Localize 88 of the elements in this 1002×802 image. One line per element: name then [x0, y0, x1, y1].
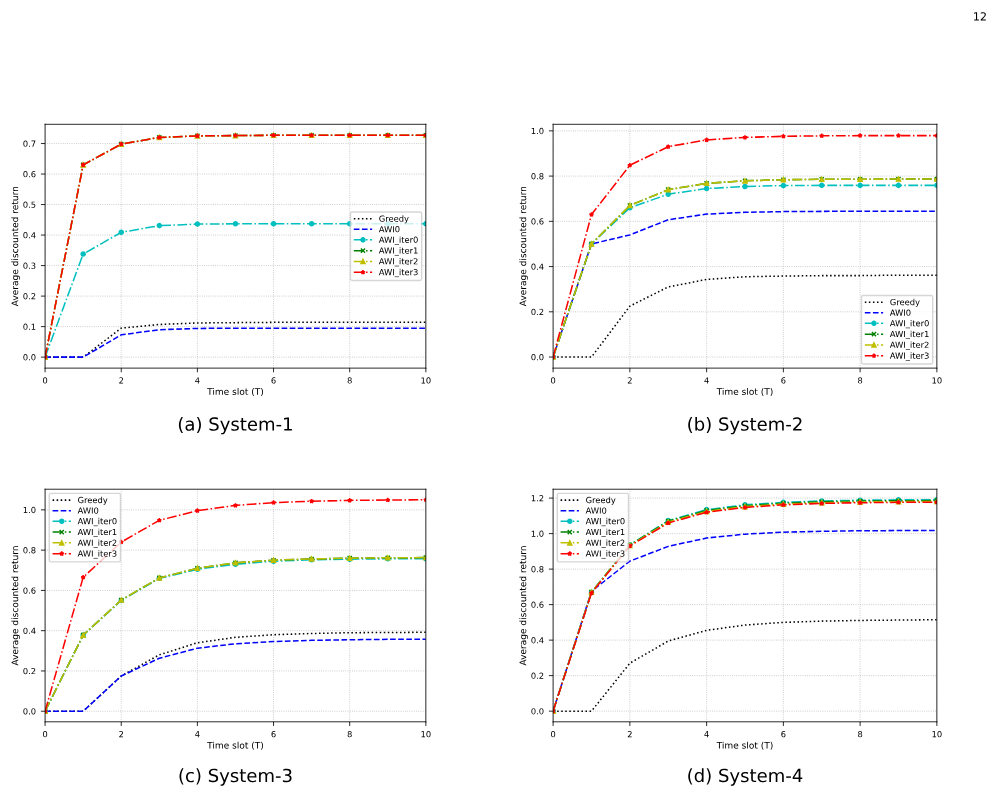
x-tick-label: 10 [421, 377, 431, 384]
y-tick-label: 0.8 [531, 173, 544, 180]
y-tick-label: 0.4 [23, 232, 36, 239]
x-tick-label: 10 [932, 730, 942, 738]
y-tick-label: 0.4 [531, 263, 544, 270]
y-tick-label: 0.6 [23, 171, 36, 178]
x-axis-title: Time slot (T) [207, 741, 264, 750]
x-tick-label: 4 [195, 377, 200, 384]
y-tick-label: 0.0 [531, 354, 544, 361]
y-tick-label: 0.7 [23, 140, 36, 147]
legend-label: AWI_iter1 [378, 247, 418, 256]
x-tick-label: 0 [42, 377, 48, 384]
legend-label: AWI_iter0 [889, 319, 929, 329]
legend-label: AWI_iter0 [77, 517, 117, 527]
text: (c) System-3 [179, 768, 292, 786]
x-tick-label: 10 [421, 730, 431, 738]
x-tick-label: 6 [781, 377, 786, 384]
legend-label: AWI_iter3 [889, 352, 929, 361]
y-tick-label: 0.5 [23, 201, 36, 208]
x-tick-label: 0 [42, 730, 48, 738]
y-tick-label: 1.0 [531, 127, 544, 135]
text: (a) System-1 [178, 416, 292, 435]
y-tick-label: 0.0 [531, 708, 544, 715]
x-tick-label: 4 [704, 731, 709, 738]
x-tick-label: 2 [119, 730, 124, 738]
legend-label: AWI_iter1 [585, 528, 625, 537]
y-tick-label: 0.2 [23, 667, 36, 675]
x-tick-label: 8 [347, 377, 352, 384]
legend-label: AWI_iter3 [77, 550, 117, 559]
y-tick-label: 0.6 [23, 587, 36, 594]
legend-label: AWI_iter1 [889, 330, 929, 340]
legend-label: AWI_iter1 [77, 528, 117, 537]
x-tick-label: 2 [627, 377, 632, 384]
legend-label: AWI_iter0 [585, 517, 625, 527]
legend-label: Greedy [586, 496, 616, 505]
x-tick-label: 4 [195, 731, 200, 738]
legend-label: Greedy [78, 496, 108, 505]
legend-label: AWI_iter0 [378, 236, 418, 245]
y-tick-label: 0.0 [23, 354, 36, 361]
x-tick-label: 2 [627, 730, 632, 738]
text: (d) System-4 [688, 768, 803, 786]
legend-label: AWI_iter2 [585, 539, 625, 548]
y-tick-label: 0.2 [23, 293, 36, 300]
y-tick-label: 0.1 [23, 323, 36, 330]
x-axis-title: Time slot (T) [207, 387, 264, 397]
y-tick-label: 1.2 [531, 495, 544, 502]
y-tick-label: 1.0 [23, 506, 36, 514]
legend-label: AWI_iter2 [889, 341, 929, 350]
legend-label: AWI0 [889, 309, 911, 316]
y-tick-label: 0.3 [23, 262, 36, 269]
y-tick-label: 0.6 [531, 218, 544, 225]
y-axis-title: Average discounted return [11, 186, 21, 307]
y-tick-label: 0.2 [531, 308, 544, 316]
text: 12 [974, 12, 986, 21]
x-tick-label: 0 [551, 730, 556, 738]
x-axis-title: Time slot (T) [716, 741, 773, 750]
legend-label: AWI_iter3 [585, 550, 625, 559]
y-tick-label: 0.2 [531, 672, 544, 679]
y-axis-title: Average discounted return [519, 546, 529, 666]
text: (b) System-2 [688, 416, 802, 435]
x-tick-label: 4 [704, 377, 709, 384]
x-tick-label: 8 [858, 377, 863, 384]
y-axis-title: Average discounted return [519, 186, 529, 307]
legend-label: Greedy [379, 215, 409, 224]
x-tick-label: 6 [271, 377, 276, 384]
legend-label: AWI0 [585, 507, 607, 514]
y-axis-title: Average discounted return [11, 546, 21, 666]
legend-label: AWI_iter2 [378, 258, 418, 267]
x-tick-label: 8 [858, 730, 863, 738]
y-tick-label: 1.0 [531, 530, 544, 537]
x-axis-title: Time slot (T) [716, 387, 773, 397]
x-tick-label: 2 [119, 377, 124, 384]
y-tick-label: 0.4 [531, 637, 544, 644]
legend-label: Greedy [890, 298, 920, 307]
x-tick-label: 0 [551, 377, 556, 384]
y-tick-label: 0.4 [23, 627, 36, 634]
y-tick-label: 0.8 [23, 547, 36, 554]
legend-label: AWI0 [77, 507, 99, 514]
y-tick-label: 0.0 [23, 708, 36, 715]
x-tick-label: 8 [347, 730, 352, 738]
x-tick-label: 10 [932, 377, 942, 384]
x-tick-label: 6 [271, 730, 276, 738]
y-tick-label: 0.8 [531, 566, 544, 573]
y-tick-label: 0.6 [531, 601, 544, 608]
legend-label: AWI_iter2 [77, 539, 117, 548]
legend-label: AWI0 [378, 226, 400, 233]
legend-label: AWI_iter3 [378, 268, 418, 278]
x-tick-label: 6 [781, 730, 786, 738]
